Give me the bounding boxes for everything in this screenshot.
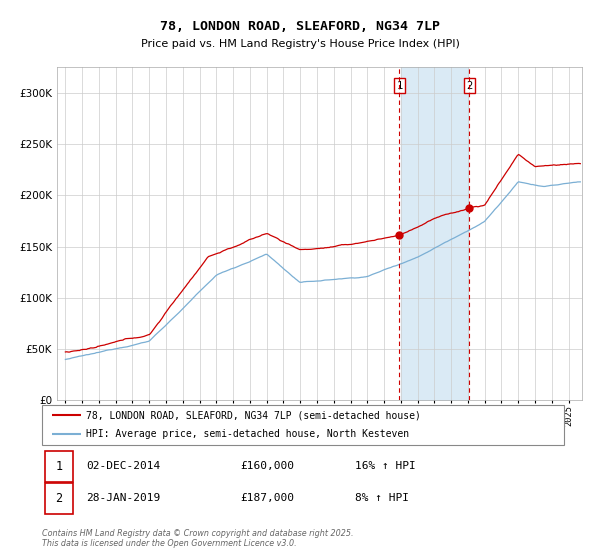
Text: 78, LONDON ROAD, SLEAFORD, NG34 7LP: 78, LONDON ROAD, SLEAFORD, NG34 7LP bbox=[160, 20, 440, 34]
Text: 28-JAN-2019: 28-JAN-2019 bbox=[86, 493, 161, 503]
Text: 02-DEC-2014: 02-DEC-2014 bbox=[86, 461, 161, 471]
Text: 2: 2 bbox=[55, 492, 62, 505]
Text: 16% ↑ HPI: 16% ↑ HPI bbox=[355, 461, 416, 471]
Text: 2: 2 bbox=[466, 81, 472, 91]
FancyBboxPatch shape bbox=[42, 405, 564, 445]
Text: £160,000: £160,000 bbox=[241, 461, 295, 471]
FancyBboxPatch shape bbox=[44, 451, 73, 482]
FancyBboxPatch shape bbox=[44, 483, 73, 514]
Text: 78, LONDON ROAD, SLEAFORD, NG34 7LP (semi-detached house): 78, LONDON ROAD, SLEAFORD, NG34 7LP (sem… bbox=[86, 411, 421, 421]
Text: 1: 1 bbox=[55, 460, 62, 473]
Text: This data is licensed under the Open Government Licence v3.0.: This data is licensed under the Open Gov… bbox=[42, 539, 296, 548]
Text: £187,000: £187,000 bbox=[241, 493, 295, 503]
Text: Price paid vs. HM Land Registry's House Price Index (HPI): Price paid vs. HM Land Registry's House … bbox=[140, 39, 460, 49]
Text: 1: 1 bbox=[397, 81, 403, 91]
Text: 8% ↑ HPI: 8% ↑ HPI bbox=[355, 493, 409, 503]
Text: HPI: Average price, semi-detached house, North Kesteven: HPI: Average price, semi-detached house,… bbox=[86, 430, 409, 439]
Text: Contains HM Land Registry data © Crown copyright and database right 2025.: Contains HM Land Registry data © Crown c… bbox=[42, 529, 353, 538]
